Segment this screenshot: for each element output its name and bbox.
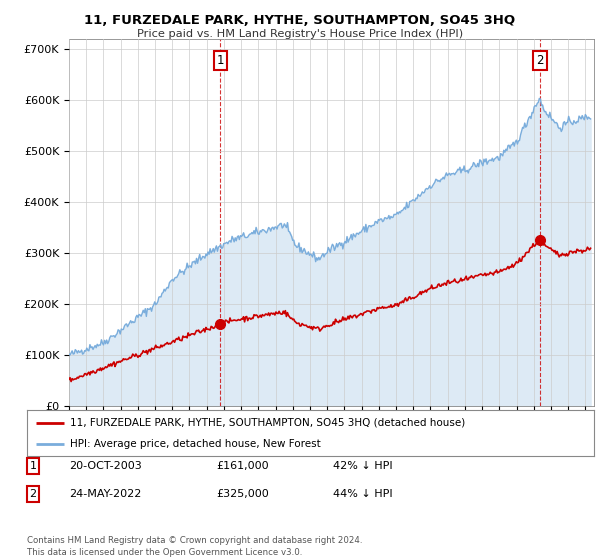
Text: £325,000: £325,000 bbox=[216, 489, 269, 499]
Text: 44% ↓ HPI: 44% ↓ HPI bbox=[333, 489, 392, 499]
Text: 1: 1 bbox=[217, 54, 224, 67]
Text: 11, FURZEDALE PARK, HYTHE, SOUTHAMPTON, SO45 3HQ: 11, FURZEDALE PARK, HYTHE, SOUTHAMPTON, … bbox=[85, 14, 515, 27]
Text: 11, FURZEDALE PARK, HYTHE, SOUTHAMPTON, SO45 3HQ (detached house): 11, FURZEDALE PARK, HYTHE, SOUTHAMPTON, … bbox=[70, 418, 465, 428]
Text: Price paid vs. HM Land Registry's House Price Index (HPI): Price paid vs. HM Land Registry's House … bbox=[137, 29, 463, 39]
Text: 2: 2 bbox=[536, 54, 544, 67]
Text: HPI: Average price, detached house, New Forest: HPI: Average price, detached house, New … bbox=[70, 439, 320, 449]
Text: 42% ↓ HPI: 42% ↓ HPI bbox=[333, 461, 392, 471]
Text: 1: 1 bbox=[29, 461, 37, 471]
Text: 24-MAY-2022: 24-MAY-2022 bbox=[69, 489, 142, 499]
Text: Contains HM Land Registry data © Crown copyright and database right 2024.
This d: Contains HM Land Registry data © Crown c… bbox=[27, 536, 362, 557]
Text: 2: 2 bbox=[29, 489, 37, 499]
Text: 20-OCT-2003: 20-OCT-2003 bbox=[69, 461, 142, 471]
Text: £161,000: £161,000 bbox=[216, 461, 269, 471]
